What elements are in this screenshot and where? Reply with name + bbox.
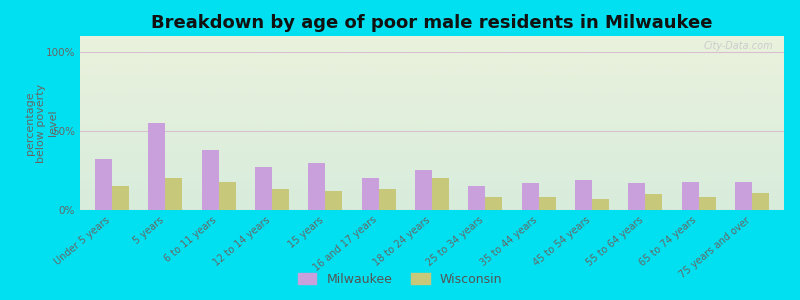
Bar bbox=[148, 123, 166, 210]
Bar bbox=[272, 189, 289, 210]
Bar bbox=[628, 183, 646, 210]
Bar bbox=[378, 189, 396, 210]
Y-axis label: percentage
below poverty
level: percentage below poverty level bbox=[25, 83, 58, 163]
Bar bbox=[112, 186, 129, 210]
Bar bbox=[362, 178, 378, 210]
Bar bbox=[538, 197, 556, 210]
Title: Breakdown by age of poor male residents in Milwaukee: Breakdown by age of poor male residents … bbox=[151, 14, 713, 32]
Bar bbox=[432, 178, 449, 210]
Bar bbox=[218, 182, 236, 210]
Legend: Milwaukee, Wisconsin: Milwaukee, Wisconsin bbox=[293, 268, 507, 291]
Bar bbox=[698, 197, 716, 210]
Bar bbox=[575, 180, 592, 210]
Bar bbox=[308, 163, 326, 210]
Bar bbox=[255, 167, 272, 210]
Bar bbox=[95, 159, 112, 210]
Text: City-Data.com: City-Data.com bbox=[704, 41, 774, 51]
Bar bbox=[166, 178, 182, 210]
Bar bbox=[415, 170, 432, 210]
Bar bbox=[592, 199, 609, 210]
Bar bbox=[522, 183, 538, 210]
Bar bbox=[468, 186, 486, 210]
Bar bbox=[486, 197, 502, 210]
Bar bbox=[202, 150, 218, 210]
Bar bbox=[752, 193, 769, 210]
Bar bbox=[646, 194, 662, 210]
Bar bbox=[735, 182, 752, 210]
Bar bbox=[682, 182, 698, 210]
Bar bbox=[326, 191, 342, 210]
